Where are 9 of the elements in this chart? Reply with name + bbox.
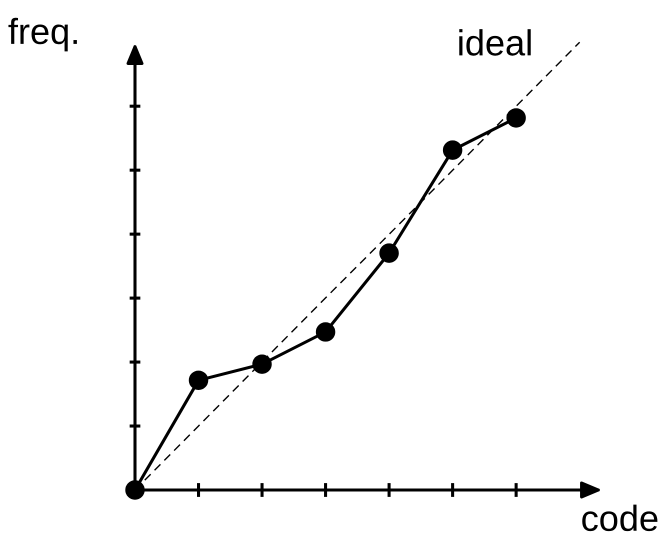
point: [188, 370, 208, 390]
y-axis-title: freq.: [8, 18, 77, 52]
x-axis-title: code: [582, 504, 658, 532]
point: [442, 140, 462, 160]
point: [252, 354, 272, 374]
point: [379, 243, 399, 263]
point: [316, 322, 336, 342]
annotation: ideal: [459, 29, 531, 56]
point: [506, 108, 526, 128]
